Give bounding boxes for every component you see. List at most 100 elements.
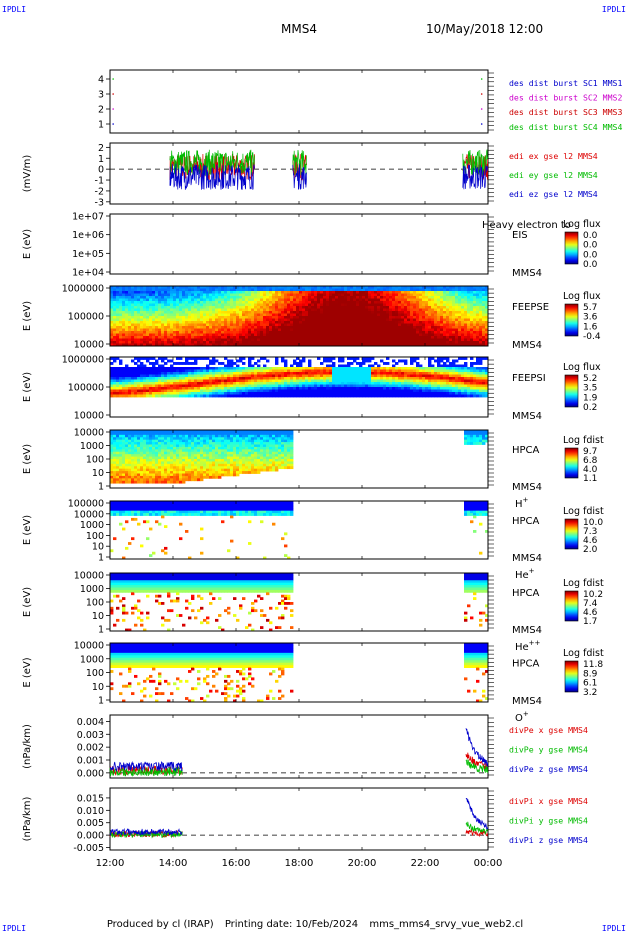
panel-hpca-hepp-ytick: 10: [92, 611, 104, 622]
panel-hpca-hepp-heatmap: [110, 573, 489, 632]
panel-hpca-o-ytick: 1000: [80, 654, 104, 665]
panel-divpe-series-line: [109, 761, 183, 773]
panel-edi-ytick: -2: [95, 186, 104, 197]
panel-hpca-he-ytick: 100: [86, 531, 104, 542]
panel-hpca-hepp-ytick: 100: [86, 598, 104, 609]
panel-hpca-o-colorbar-title: Log fdist: [563, 648, 604, 659]
panel-edi-series-line: [462, 149, 489, 176]
panel-feepsi-instrument: FEEPSI: [512, 373, 546, 384]
panel-divpi-ytick: -0.005: [73, 843, 104, 854]
panel-hpca-he-ytick: 1: [98, 553, 104, 564]
footer-filename: mms_mms4_srvy_vue_web2.cl: [369, 919, 524, 930]
panel-hpca-hepp-instrument: HPCA: [512, 588, 540, 599]
panel-divpe-series-line: [465, 759, 489, 774]
panel-burst-legend: des dist burst SC3 MMS3: [509, 107, 622, 117]
panel-hpca-h-colorbar-tick: 9.7: [583, 447, 597, 457]
panel-feepsi-colorbar-tick: 1.9: [583, 393, 598, 403]
panel-hpca-hepp-colorbar-tick: 7.4: [583, 599, 598, 609]
panel-divpe-legend: divPe y gse MMS4: [509, 745, 588, 755]
panel-hpca-h-species: H+: [515, 496, 529, 510]
panel-feepsi-colorbar-tick: 3.5: [583, 384, 597, 394]
panel-burst-legend: des dist burst SC4 MMS4: [509, 122, 622, 132]
panel-hpca-o-colorbar-tick: 8.9: [583, 669, 598, 679]
panel-burst-ytick: 2: [98, 105, 104, 116]
panel-feepse-instrument: FEEPSE: [512, 302, 549, 313]
x-tick-label: 00:00: [474, 858, 503, 869]
panel-feepse-sc: MMS4: [512, 340, 542, 351]
corner-label-br: IPDLI: [601, 924, 626, 933]
panel-hpca-he-colorbar: [564, 518, 579, 550]
panel-hpca-he-ytick: 10: [92, 542, 104, 553]
x-tick-label: 16:00: [222, 858, 251, 869]
panel-feepse-ylabel: E (eV): [22, 301, 33, 331]
panel-feepsi-colorbar-tick: 5.2: [583, 374, 597, 384]
panel-divpe-legend: divPe z gse MMS4: [509, 764, 588, 774]
panel-hpca-he-species: He+: [515, 567, 535, 581]
panel-divpe-ytick: 0.000: [77, 768, 104, 779]
panel-feepsi: 10000 100000 1000000 E (eV) Log flux5.23.51.…: [22, 355, 601, 423]
panel-hpca-h-ytick: 100: [86, 455, 104, 466]
panel-feepse-colorbar: [564, 303, 579, 337]
panel-divpi-ytick: 0.000: [77, 831, 104, 842]
panel-feepse-colorbar-tick: -0.4: [583, 332, 601, 342]
panel-divpe-ylabel: (nPa/km): [22, 724, 33, 769]
panel-hpca-hepp-colorbar-tick: 4.6: [583, 608, 598, 618]
panel-burst-ytick: 4: [98, 75, 104, 86]
panel-divpe-series-line: [465, 752, 488, 771]
panel-eis-ytick: 1e+07: [72, 212, 104, 223]
panel-feepse-colorbar-title: Log flux: [563, 291, 601, 302]
panel-divpi-ylabel: (nPa/km): [22, 797, 33, 842]
panel-burst-legend: des dist burst SC1 MMS1: [509, 78, 622, 88]
panel-hpca-h-ylabel: E (eV): [22, 444, 33, 474]
panel-feepse: 10000 100000 1000000 E (eV) Log flux5.73.61.…: [22, 284, 601, 352]
panel-feepsi-ytick: 1000000: [62, 355, 104, 366]
panel-eis-ytick: 1e+05: [72, 249, 104, 260]
panel-feepsi-ylabel: E (eV): [22, 372, 33, 402]
x-tick-label: 20:00: [348, 858, 377, 869]
panel-hpca-he-ytick: 100000: [68, 499, 104, 510]
panel-hpca-o: 1 10 100 1000 10000 E (eV) Log fdist11.88.96.1…: [22, 641, 604, 725]
panel-feepse-colorbar-tick: 3.6: [583, 313, 598, 323]
panel-burst-burst-mark: [112, 123, 114, 125]
panel-burst-legend: des dist burst SC2 MMS2: [509, 93, 622, 103]
panel-hpca-h-ytick: 1: [98, 482, 104, 493]
panel-burst-frame: [109, 69, 489, 134]
panel-hpca-o-sc: MMS4: [512, 696, 542, 707]
panel-eis-ytick: 1e+06: [72, 230, 104, 241]
panel-feepse-heatmap: [110, 286, 489, 347]
panel-hpca-o-instrument: HPCA: [512, 659, 540, 670]
x-axis: 12:00 14:00 16:00 18:00 20:00 22:00 00:00: [96, 858, 503, 869]
panel-hpca-o-colorbar: [564, 660, 579, 693]
panel-eis-overlay: Heavy electron to: [482, 220, 571, 231]
panel-eis-colorbar: [564, 231, 579, 265]
corner-label-bl: IPDLI: [2, 924, 27, 933]
panel-divpe-ytick: 0.003: [77, 730, 104, 741]
panel-eis-colorbar-tick: 0.0: [583, 250, 598, 260]
panel-hpca-he-ytick: 10000: [74, 509, 104, 520]
x-tick-label: 18:00: [285, 858, 314, 869]
panel-divpi-series-line: [465, 828, 489, 838]
panel-hpca-he-colorbar-tick: 10.0: [583, 518, 603, 528]
panel-eis-colorbar-tick: 0.0: [583, 231, 598, 241]
panel-feepsi-colorbar: [564, 374, 579, 408]
panel-edi-series-line: [169, 150, 193, 176]
panel-burst-ytick: 3: [98, 90, 104, 101]
panel-edi-series-line: [462, 164, 489, 190]
panel-divpi-ytick: 0.005: [77, 818, 104, 829]
panel-hpca-h-colorbar-title: Log fdist: [563, 435, 604, 446]
panel-hpca-he-ylabel: E (eV): [22, 515, 33, 545]
panel-edi-ytick: 0: [98, 165, 104, 176]
panel-hpca-hepp-ylabel: E (eV): [22, 587, 33, 617]
panel-hpca-o-ytick: 1: [98, 696, 104, 707]
panel-divpe-ytick: 0.004: [77, 717, 104, 728]
panel-hpca-h-colorbar-tick: 6.8: [583, 456, 598, 466]
panel-burst-burst-mark: [112, 93, 114, 95]
panel-hpca-he-colorbar-tick: 2.0: [583, 545, 598, 555]
panel-burst: 1 2 3 4 des dist burst SC1 MMS1 des dist burs…: [98, 69, 622, 134]
panel-divpe-ytick: 0.001: [77, 756, 104, 767]
panel-hpca-he-sc: MMS4: [512, 553, 542, 564]
